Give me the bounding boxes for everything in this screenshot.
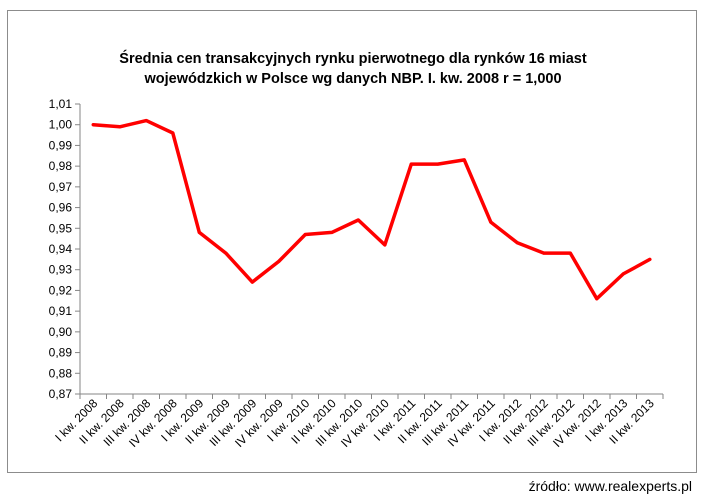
chart-title-line-1: Średnia cen transakcyjnych rynku pierwot… [119, 49, 587, 67]
data-point [303, 233, 307, 236]
y-tick-label: 1,00 [49, 118, 73, 132]
data-point [224, 251, 228, 255]
y-tick-label: 0,91 [49, 304, 73, 318]
data-point [383, 243, 387, 247]
data-point [542, 251, 546, 255]
chart-title: Średnia cen transakcyjnych rynku pierwot… [119, 49, 587, 87]
data-point [489, 220, 493, 224]
data-point [621, 272, 625, 276]
series-line [91, 118, 652, 301]
data-point [277, 259, 281, 263]
y-tick-label: 0,97 [49, 180, 73, 194]
data-point [144, 119, 148, 123]
y-tick-label: 0,87 [49, 387, 73, 401]
y-axis: 0,87 0,88 0,89 0,90 0,91 0,92 0,93 0,94 0,95 0,96… [49, 97, 81, 401]
y-tick-label: 0,96 [49, 201, 73, 215]
data-point [436, 162, 440, 166]
data-point [356, 218, 360, 222]
y-tick-label: 0,94 [49, 242, 73, 256]
data-point [595, 297, 599, 301]
y-tick-label: 1,01 [49, 97, 73, 111]
y-tick-label: 0,95 [49, 221, 73, 235]
y-tick-label: 0,98 [49, 159, 73, 173]
y-tick-label: 0,90 [49, 325, 73, 339]
chart-title-line-2: wojewódzkich w Polsce wg danych NBP. I. … [143, 71, 561, 87]
y-tick-label: 0,92 [49, 283, 73, 297]
data-point [330, 230, 334, 234]
source-credit: źródło: www.realexperts.pl [528, 478, 692, 494]
data-point [171, 131, 175, 135]
data-point [91, 123, 95, 127]
data-point [197, 230, 201, 234]
data-point [462, 158, 466, 162]
data-point [515, 241, 519, 245]
y-tick-label: 0,99 [49, 138, 73, 152]
y-tick-label: 0,88 [49, 366, 73, 380]
y-tick-label: 0,93 [49, 263, 73, 277]
data-point [409, 162, 413, 166]
data-point [118, 125, 122, 129]
data-point [568, 251, 572, 255]
line-chart: Średnia cen transakcyjnych rynku pierwot… [49, 49, 664, 450]
y-tick-label: 0,89 [49, 346, 73, 360]
chart-frame: Średnia cen transakcyjnych rynku pierwot… [7, 10, 697, 473]
data-point [250, 280, 254, 284]
data-point [648, 257, 652, 261]
series-line-group [91, 118, 652, 301]
